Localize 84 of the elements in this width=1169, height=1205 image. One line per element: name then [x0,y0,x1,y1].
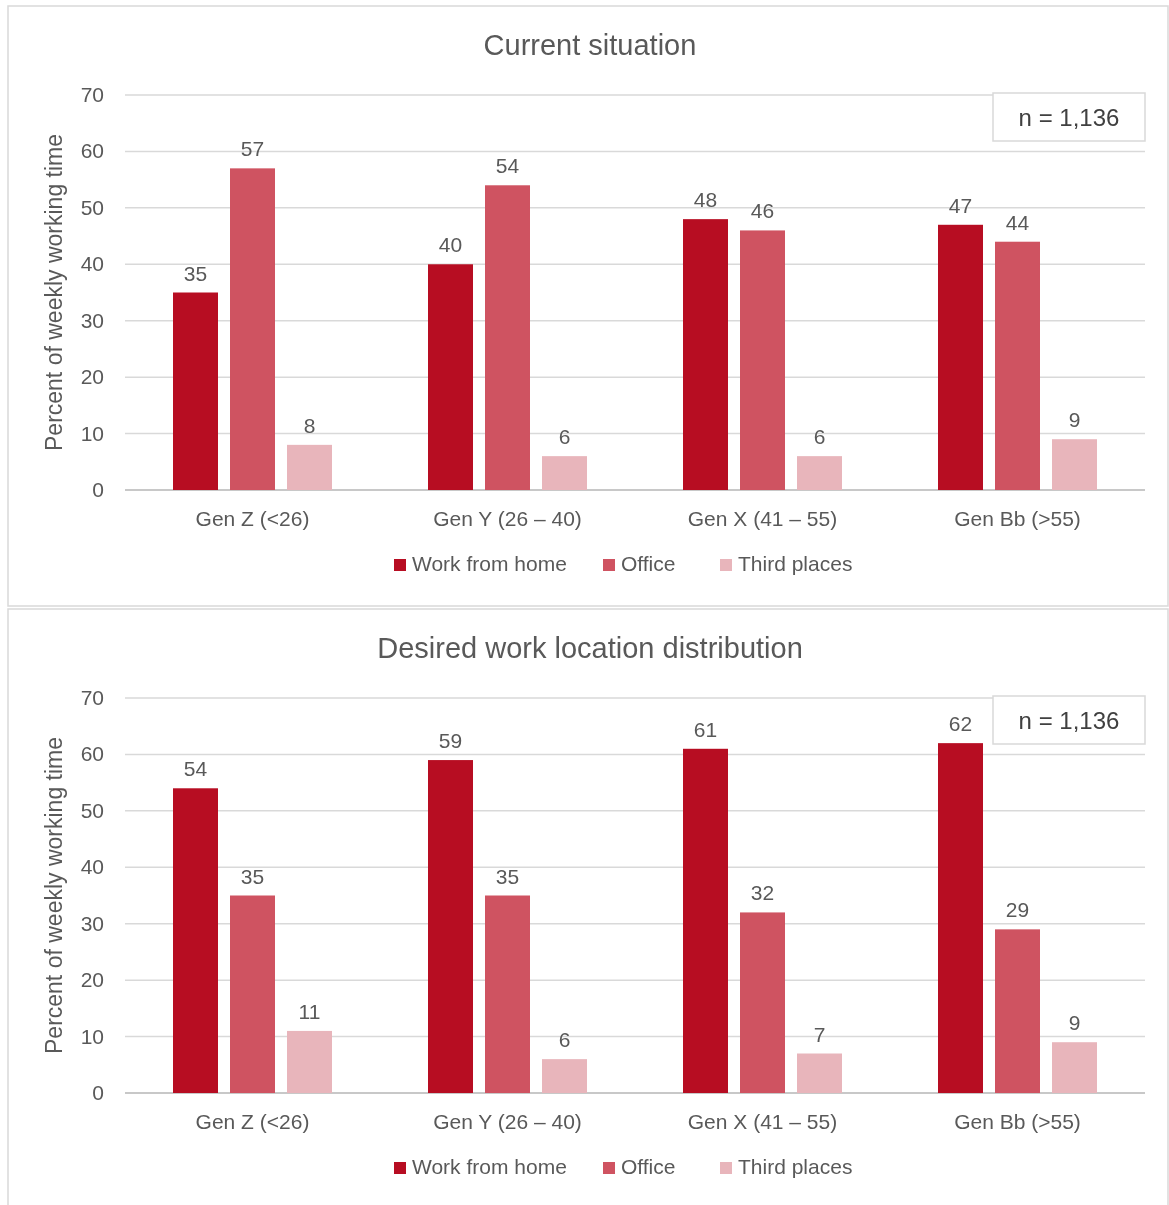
bar [740,912,785,1093]
bar [740,230,785,490]
x-tick-label: Gen Bb (>55) [954,1110,1081,1133]
y-tick-label: 50 [80,798,104,822]
bar [542,456,587,490]
legend-label: Third places [738,552,853,575]
data-label: 61 [693,717,718,741]
chart-title: Desired work location distribution [377,632,803,664]
y-tick-label: 10 [80,1024,104,1048]
bar [938,743,983,1093]
data-label: 40 [438,233,463,257]
data-label: 35 [183,261,208,285]
bar [683,219,728,490]
chart-title: Current situation [483,29,697,61]
x-tick-label: Gen Z (<26) [195,507,310,530]
bar [938,224,983,490]
data-label: 48 [693,188,718,212]
y-tick-label: 10 [80,421,104,445]
bar [1052,1042,1097,1093]
data-label: 57 [240,137,265,161]
y-tick-label: 20 [80,968,104,992]
bar [287,1030,332,1093]
y-tick-label: 30 [80,308,104,332]
legend-label: Office [621,552,676,575]
bar [428,760,473,1093]
data-label: 8 [303,413,316,437]
data-label: 35 [240,864,265,888]
legend-label: Work from home [412,1155,567,1178]
bar [173,292,218,490]
y-tick-label: 60 [80,742,104,766]
data-label: 46 [750,199,775,223]
y-tick-label: 0 [92,1081,104,1104]
data-label: 54 [183,757,208,781]
bar [995,929,1040,1093]
data-label: 9 [1068,1011,1081,1035]
bar [542,1059,587,1093]
data-label: 62 [948,712,973,736]
bar [797,1053,842,1093]
bar [1052,439,1097,490]
x-tick-label: Gen Y (26 – 40) [433,1110,582,1133]
y-tick-label: 70 [80,686,104,709]
y-tick-label: 20 [80,365,104,389]
data-label: 6 [558,425,571,449]
data-label: 11 [298,999,321,1023]
bar [485,185,530,490]
y-tick-label: 0 [92,478,104,501]
y-tick-label: 40 [80,252,104,276]
data-label: 7 [813,1022,826,1046]
y-axis-title: Percent of weekly working time [41,736,67,1055]
annotation: n = 1,136 [1018,104,1120,131]
legend-label: Work from home [412,552,567,575]
x-tick-label: Gen X (41 – 55) [687,1110,838,1133]
data-label: 47 [948,193,973,217]
bar [683,748,728,1093]
bar [995,241,1040,490]
data-label: 59 [438,729,463,753]
legend-label: Office [621,1155,676,1178]
bar [230,895,275,1093]
x-tick-label: Gen Y (26 – 40) [433,507,582,530]
y-tick-label: 30 [80,911,104,935]
data-label: 6 [558,1028,571,1052]
bar [485,895,530,1093]
x-tick-label: Gen X (41 – 55) [687,507,838,530]
data-label: 35 [495,864,520,888]
data-label: 54 [495,154,520,178]
legend-label: Third places [738,1155,853,1178]
y-tick-label: 70 [80,83,104,106]
y-tick-label: 40 [80,855,104,879]
annotation: n = 1,136 [1018,707,1120,734]
y-tick-label: 50 [80,195,104,219]
bar [797,456,842,490]
bar [287,444,332,490]
data-label: 6 [813,425,826,449]
data-label: 29 [1005,898,1030,922]
data-label: 9 [1068,408,1081,432]
data-label: 44 [1005,210,1030,234]
y-tick-label: 60 [80,139,104,163]
bar [230,168,275,490]
y-axis-title: Percent of weekly working time [41,133,67,452]
data-label: 32 [750,881,775,905]
x-tick-label: Gen Z (<26) [195,1110,310,1133]
bar [173,788,218,1093]
bar [428,264,473,490]
x-tick-label: Gen Bb (>55) [954,507,1081,530]
